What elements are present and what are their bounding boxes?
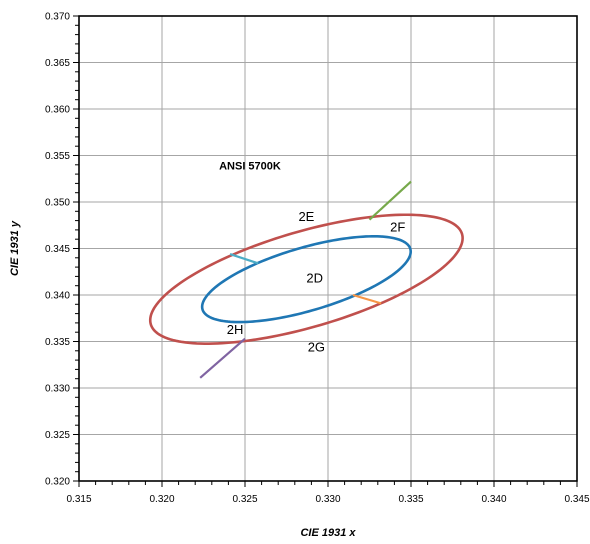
annotation-label: 2E: [298, 209, 314, 224]
y-tick-label: 0.335: [45, 337, 70, 348]
y-tick-label: 0.345: [45, 244, 70, 255]
plot-area: [148, 180, 464, 379]
x-tick-label: 0.325: [232, 494, 257, 505]
x-tick-label: 0.340: [481, 494, 506, 505]
ellipse-outer: [148, 213, 464, 345]
y-tick-label: 0.365: [45, 58, 70, 69]
annotation-label: ANSI 5700K: [219, 161, 281, 173]
tick-labels: 0.315 0.320 0.325 0.330 0.335 0.340 0.345 0.320…: [45, 12, 590, 506]
bin-boundary-line: [368, 180, 412, 221]
ellipse-inner: [200, 235, 412, 324]
y-tick-label: 0.350: [45, 198, 70, 209]
bin-boundary-line: [229, 253, 259, 265]
y-tick-label: 0.330: [45, 384, 70, 395]
annotation-label: 2F: [390, 219, 405, 234]
tick-marks: [73, 15, 578, 487]
bin-boundary-line: [352, 293, 382, 305]
y-tick-label: 0.325: [45, 430, 70, 441]
annotation-label: 2H: [227, 322, 244, 337]
y-tick-label: 0.370: [45, 12, 70, 23]
y-axis-title: CIE 1931 y: [9, 220, 21, 276]
x-tick-label: 0.345: [564, 494, 589, 505]
y-tick-label: 0.340: [45, 291, 70, 302]
annotations: ANSI 5700K 2E 2F 2D 2H 2G: [219, 161, 405, 355]
y-tick-label: 0.360: [45, 105, 70, 116]
bin-boundary-line: [199, 337, 246, 379]
annotation-label: 2G: [308, 339, 325, 354]
annotation-label: 2D: [306, 271, 323, 286]
x-tick-label: 0.335: [398, 494, 423, 505]
x-tick-label: 0.315: [66, 494, 91, 505]
y-tick-label: 0.355: [45, 151, 70, 162]
x-tick-label: 0.330: [315, 494, 340, 505]
x-tick-label: 0.320: [149, 494, 174, 505]
plot-frame: [78, 15, 578, 482]
y-tick-label: 0.320: [45, 477, 70, 488]
grid-lines: [79, 16, 577, 481]
x-axis-title: CIE 1931 x: [300, 527, 356, 539]
